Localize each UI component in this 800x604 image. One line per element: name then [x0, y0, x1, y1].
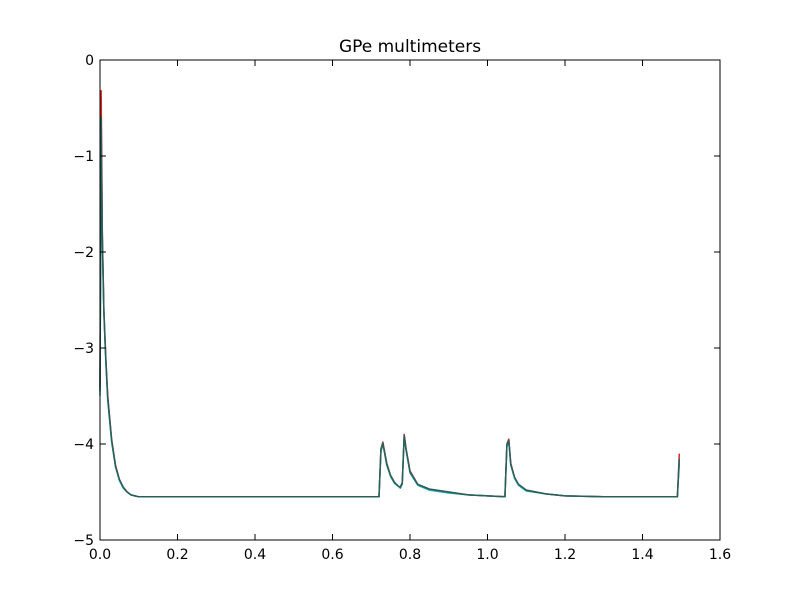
x-tick-label: 0.0 [89, 547, 111, 563]
x-tick-label: 1.4 [631, 547, 653, 563]
y-tick-label: −1 [73, 149, 94, 165]
series-line-1 [99, 145, 681, 498]
series-line-2 [99, 116, 681, 498]
x-tick-label: 1.2 [554, 547, 576, 563]
series-layer [99, 89, 681, 498]
x-tick-label: 1.0 [476, 547, 498, 563]
chart-title: GPe multimeters [339, 37, 481, 57]
series-line-0 [99, 89, 681, 498]
y-tick-label: −2 [73, 245, 94, 261]
ticks-layer: 0.0 0.2 0.4 0.6 0.8 1.0 1.2 1.4 1.6 0 −1 −2 −3 −4 −5 [73, 53, 731, 563]
y-tick-label: −5 [73, 533, 94, 549]
x-tick-label: 0.4 [244, 547, 266, 563]
x-tick-label: 0.6 [321, 547, 343, 563]
x-tick-label: 1.6 [709, 547, 731, 563]
x-tick-label: 0.2 [166, 547, 188, 563]
y-tick-label: −3 [73, 341, 94, 357]
x-tick-label: 0.8 [399, 547, 421, 563]
y-tick-label: −4 [73, 437, 94, 453]
y-tick-label: 0 [85, 53, 94, 69]
